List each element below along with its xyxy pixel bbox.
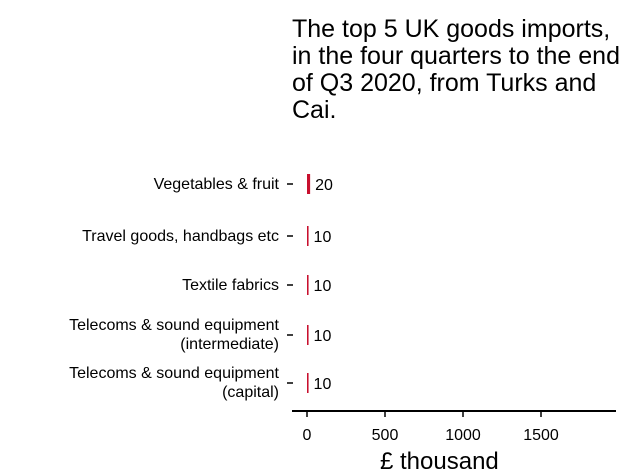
bar [307, 325, 309, 345]
category-label: Textile fabrics [182, 276, 279, 294]
x-tick-label: 1500 [523, 427, 559, 444]
bar-value-label: 20 [315, 177, 333, 194]
x-tick-label: 1000 [445, 427, 481, 444]
x-axis-title: £ thousand [380, 448, 499, 475]
bar [307, 174, 311, 194]
category-label: Telecoms & sound equipment (intermediate) [69, 317, 279, 353]
bar-value-label: 10 [314, 376, 332, 393]
bar-value-label: 10 [314, 229, 332, 246]
bar-value-label: 10 [314, 278, 332, 295]
bar-value-label: 10 [314, 328, 332, 345]
x-tick-label: 0 [303, 427, 312, 444]
x-tick-label: 500 [372, 427, 399, 444]
bar [307, 373, 309, 393]
bar [307, 275, 309, 295]
category-label: Telecoms & sound equipment (capital) [69, 365, 279, 401]
category-label: Vegetables & fruit [153, 175, 279, 193]
category-label: Travel goods, handbags etc [82, 227, 279, 245]
chart-title: The top 5 UK goods imports, in the four … [292, 15, 620, 124]
bar [307, 226, 309, 246]
